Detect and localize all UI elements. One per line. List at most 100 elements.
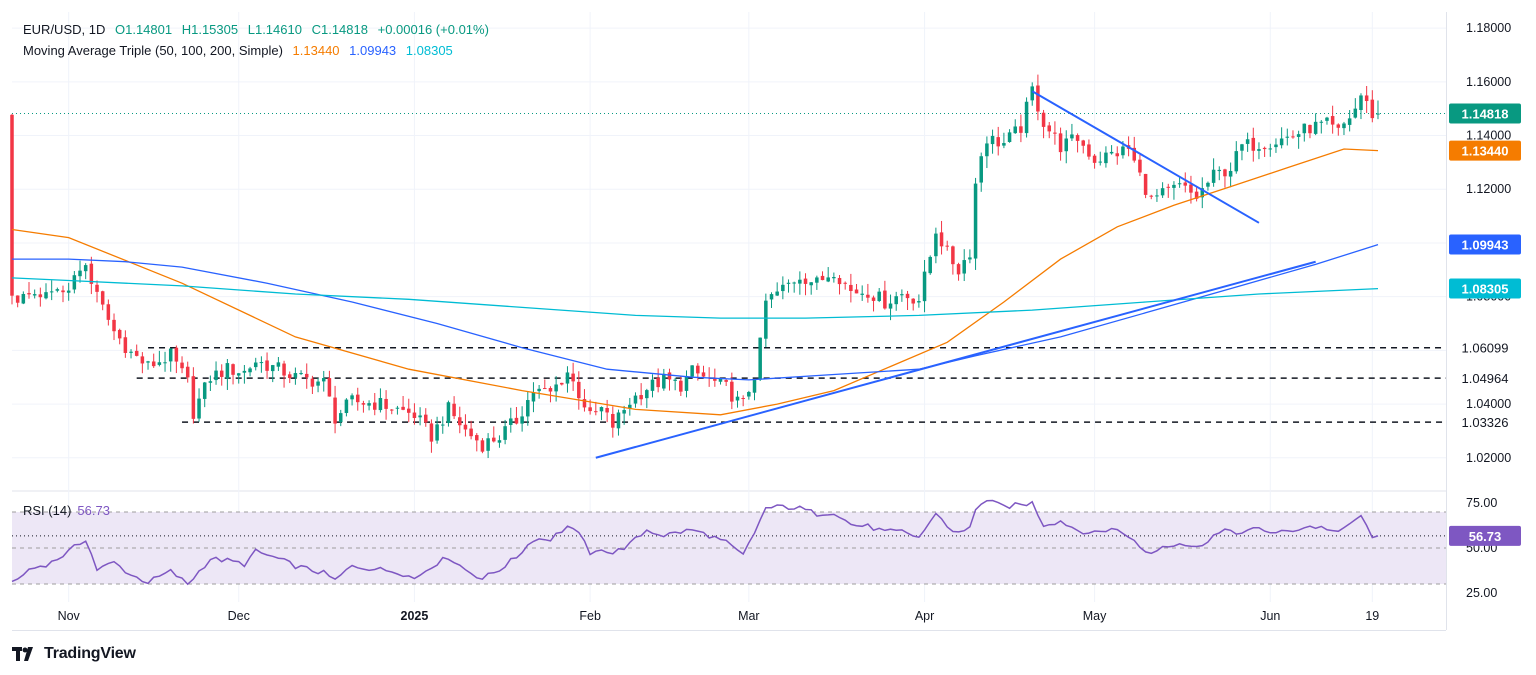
candle-body [764, 300, 768, 339]
candle [146, 360, 150, 370]
candle [820, 271, 825, 281]
tradingview-logo[interactable]: TradingView [12, 643, 136, 665]
candle [350, 393, 354, 406]
candle [191, 367, 196, 424]
candle-body [877, 291, 881, 301]
candle [61, 285, 65, 303]
candle [565, 366, 570, 393]
candle [401, 395, 405, 411]
candle [667, 368, 672, 391]
trendline [1031, 90, 1260, 224]
candle-body [350, 395, 354, 400]
candle [157, 350, 162, 367]
candle-body [747, 391, 751, 397]
candle-body [560, 382, 564, 385]
candle [509, 407, 513, 433]
candle-body [236, 373, 241, 376]
candle [310, 375, 315, 395]
candle [815, 275, 819, 290]
candle [327, 370, 332, 397]
candle-body [395, 407, 400, 409]
candle [1370, 90, 1375, 123]
candle-body [66, 290, 71, 293]
candle-body [1245, 139, 1250, 144]
candle-body [1064, 138, 1069, 152]
candle [418, 407, 422, 426]
candle [458, 406, 462, 434]
candle [775, 282, 779, 296]
candle-body [1274, 144, 1278, 148]
candle-body [730, 381, 734, 402]
candle [123, 330, 128, 358]
candle [690, 365, 694, 378]
candle-body [259, 362, 264, 364]
candle [1098, 151, 1103, 166]
candle-body [639, 395, 643, 400]
candle [38, 287, 43, 307]
candle-body [151, 361, 156, 367]
candle-body [1041, 112, 1046, 127]
candle [1206, 181, 1210, 191]
candle-body [1172, 184, 1176, 188]
candle-body [798, 279, 802, 284]
candle-body [922, 271, 927, 302]
candle-body [1251, 137, 1256, 151]
candle-body [786, 282, 791, 284]
candle [1245, 132, 1250, 152]
candle [945, 240, 949, 251]
candle [338, 409, 343, 427]
candle [679, 376, 683, 396]
rsi-badge-label: 56.73 [1469, 529, 1502, 544]
x-tick-label: 19 [1365, 609, 1379, 623]
candle-body [526, 400, 530, 417]
candle [860, 285, 864, 301]
candle [384, 390, 388, 420]
candle-body [61, 290, 65, 293]
candle [304, 363, 309, 389]
candle [934, 227, 938, 264]
candle [134, 344, 139, 357]
candle-body [231, 364, 235, 375]
candle [446, 400, 451, 427]
candle [900, 289, 904, 302]
candle [883, 280, 887, 310]
candle-body [582, 399, 587, 408]
candle [928, 255, 932, 275]
candle-body [475, 435, 479, 441]
candle [662, 368, 666, 391]
candle-body [1047, 125, 1051, 132]
candle-body [38, 294, 43, 298]
candle [1087, 139, 1091, 160]
candle-body [367, 403, 371, 406]
candle [106, 299, 111, 326]
candle [475, 433, 479, 452]
candle [1189, 175, 1193, 204]
candle [287, 371, 292, 384]
candle-body [1359, 95, 1363, 111]
candle-body [424, 414, 428, 423]
candle [344, 398, 349, 417]
candle-body [1002, 143, 1006, 146]
candle-body [1279, 138, 1284, 146]
candle [633, 392, 638, 408]
candle [395, 405, 400, 415]
candle-body [168, 348, 173, 362]
candle [1053, 121, 1057, 145]
candle [1257, 142, 1261, 160]
candle-body [673, 379, 677, 381]
candle [265, 352, 269, 379]
candle-body [446, 402, 451, 423]
candle-body [611, 413, 615, 428]
candle-body [1160, 188, 1165, 196]
candle [990, 129, 995, 154]
candle-body [401, 406, 405, 410]
candle-body [724, 380, 728, 382]
candle-body [917, 301, 921, 303]
candle [1092, 153, 1097, 169]
candle-body [1217, 169, 1222, 172]
candle [1313, 113, 1318, 136]
candle [514, 406, 519, 425]
candle-body [1376, 113, 1380, 115]
candle [832, 272, 836, 283]
